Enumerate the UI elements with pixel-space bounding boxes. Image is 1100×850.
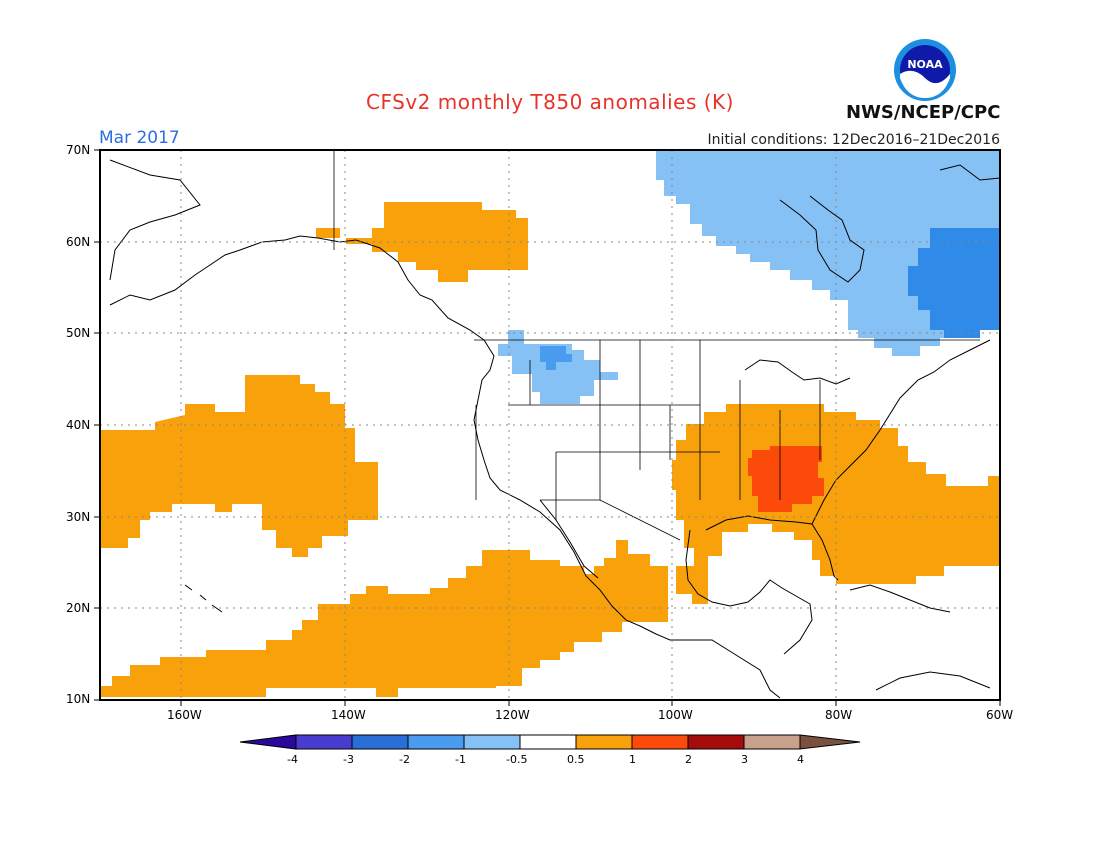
region-colder-idaho (540, 346, 572, 370)
svg-text:NOAA: NOAA (907, 58, 943, 71)
colorbar-arrow-right (799, 734, 861, 750)
colorbar-bin-6 (575, 734, 633, 750)
lon-label-120w: 120W (495, 708, 530, 722)
colorbar-bin-2 (351, 734, 409, 750)
axis-ticks (94, 149, 1001, 706)
lat-label-40n: 40N (66, 418, 91, 432)
agency-label: NWS/NCEP/CPC (846, 102, 1001, 123)
colorbar-label: 3 (741, 753, 748, 766)
colorbar-label: -1 (455, 753, 466, 766)
colorbar-bin-4 (463, 734, 521, 750)
colorbar-bin-8 (687, 734, 745, 750)
lat-label-10n: 10N (66, 692, 91, 706)
colorbar-bin-7 (631, 734, 689, 750)
colorbar-label: 4 (797, 753, 804, 766)
lat-label-30n: 30N (66, 510, 91, 524)
lat-label-50n: 50N (66, 326, 91, 340)
lat-label-20n: 20N (66, 601, 91, 615)
political-borders (333, 150, 980, 541)
colorbar-label: 1 (629, 753, 636, 766)
region-warm-pacific-north (100, 375, 378, 557)
colorbar-label: -3 (343, 753, 354, 766)
initial-conditions: Initial conditions: 12Dec2016–21Dec2016 (707, 132, 1000, 148)
colorbar-label: -2 (399, 753, 410, 766)
graticule (100, 150, 1000, 700)
forecast-month: Mar 2017 (99, 128, 180, 148)
region-colder-quebec (908, 228, 1000, 338)
colorbar-bin-3 (407, 734, 465, 750)
colorbar-label: 2 (685, 753, 692, 766)
lon-label-60w: 60W (986, 708, 1014, 722)
colorbar-bin-5 (519, 734, 577, 750)
colorbar-label: 0.5 (567, 753, 585, 766)
region-warmer-southeast-core (748, 446, 824, 512)
region-cold-canada-east (656, 150, 1000, 356)
colorbar-bin-9 (743, 734, 801, 750)
colorbar (239, 734, 861, 750)
region-warm-pacific-tropical (100, 540, 668, 697)
lon-label-160w: 160W (167, 708, 202, 722)
lon-label-100w: 100W (658, 708, 693, 722)
colorbar-label: -0.5 (506, 753, 528, 766)
colorbar-label: -4 (287, 753, 298, 766)
map-title: CFSv2 monthly T850 anomalies (K) (366, 90, 734, 114)
colorbar-bin-1 (295, 734, 353, 750)
lon-label-80w: 80W (825, 708, 853, 722)
lat-label-70n: 70N (66, 143, 91, 157)
region-cold-idaho-montana (498, 330, 618, 404)
noaa-logo-icon: NOAA (894, 39, 956, 101)
colorbar-arrow-left (239, 734, 297, 750)
lat-label-60n: 60N (66, 235, 91, 249)
lon-label-140w: 140W (331, 708, 366, 722)
